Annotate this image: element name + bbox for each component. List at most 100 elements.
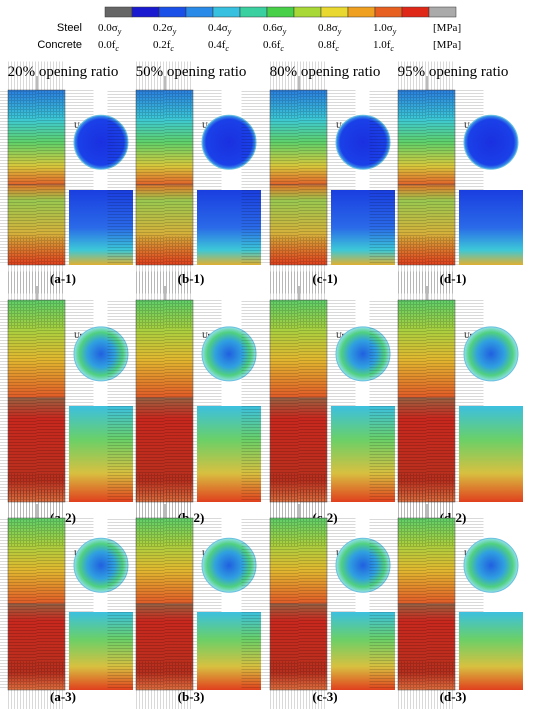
tick-text: 1.0f: [373, 39, 391, 51]
lower-section: [331, 190, 395, 265]
upper-view-section: [463, 326, 519, 382]
lower-section: [331, 406, 395, 502]
colorbar-swatch: [158, 6, 187, 18]
colorbar-swatch: [401, 6, 430, 18]
column-lower: [135, 184, 194, 266]
tick-subscript: c: [170, 44, 174, 53]
legend-tick-label: 0.4fc: [208, 39, 229, 53]
contour-panel: Upper view(d-2): [369, 271, 523, 531]
column-upper: [135, 517, 194, 605]
column-upper: [7, 89, 66, 186]
lower-section: [459, 190, 523, 265]
column-upper: [135, 299, 194, 399]
legend-tick-label: 0.6fc: [263, 39, 284, 53]
contour-panel: Upper view(d-1): [369, 61, 523, 294]
panel-label: (b-3): [178, 689, 205, 704]
colorbar-swatch: [320, 6, 349, 18]
panels: 20% opening ratio 50% opening ratio 80% op…: [0, 61, 523, 709]
mesh-overlay: [107, 489, 222, 709]
tick-subscript: c: [390, 44, 394, 53]
column-lower: [397, 397, 456, 503]
column-lower: [135, 397, 194, 503]
panel-label: (d-3): [440, 689, 467, 704]
upper-view-section: [463, 537, 519, 593]
upper-view-section: [201, 114, 257, 170]
column-upper: [397, 517, 456, 605]
mesh-overlay: [369, 61, 484, 294]
panel-label: (a-1): [50, 271, 76, 286]
colorbar-swatch: [104, 6, 133, 18]
colorbar-swatch: [212, 6, 241, 18]
tick-text: 0.2f: [153, 39, 171, 51]
mesh-overlay: [107, 61, 222, 294]
legend-tick-label: 0.2σy: [153, 22, 177, 36]
colorbar-swatch: [347, 6, 376, 18]
mesh-overlay: [369, 489, 484, 709]
mesh-overlay: [0, 489, 94, 709]
contour-panel: Upper view(b-1): [107, 61, 261, 294]
column-lower: [269, 184, 328, 266]
colorbar-swatch: [185, 6, 214, 18]
column-lower: [269, 397, 328, 503]
column-title: 80% opening ratio: [270, 64, 381, 80]
contour-panel: Upper view(a-1): [0, 61, 133, 294]
column-lower: [269, 603, 328, 691]
tick-text: 0.4f: [208, 39, 226, 51]
column-upper: [269, 89, 328, 186]
legend-unit: [MPa]: [433, 22, 461, 34]
legend-tick-label: 0.6σy: [263, 22, 287, 36]
lower-section: [69, 406, 133, 502]
colorbar-swatch: [266, 6, 295, 18]
upper-view-section: [335, 537, 391, 593]
tick-subscript: y: [282, 27, 287, 36]
column-lower: [7, 397, 66, 503]
upper-view-section: [335, 326, 391, 382]
lower-section: [197, 190, 261, 265]
column-upper: [397, 89, 456, 186]
upper-view-section: [335, 114, 391, 170]
tick-subscript: y: [117, 27, 122, 36]
panel-label: (d-1): [440, 271, 467, 286]
tick-text: 1.0σ: [373, 22, 393, 34]
contour-panel: Upper view(a-3): [0, 489, 133, 709]
legend-tick-label: 0.0σy: [98, 22, 122, 36]
legend-tick-label: 0.2fc: [153, 39, 174, 53]
tick-text: 0.0f: [98, 39, 116, 51]
mesh-overlay: [107, 271, 222, 531]
upper-view-section: [201, 326, 257, 382]
column-title: 50% opening ratio: [136, 64, 247, 80]
colorbar-swatch: [293, 6, 322, 18]
tick-text: 0.6f: [263, 39, 281, 51]
lower-section: [69, 612, 133, 690]
tick-subscript: c: [280, 44, 284, 53]
colorbar-swatch: [131, 6, 160, 18]
tick-subscript: c: [115, 44, 119, 53]
column-title: 20% opening ratio: [8, 64, 119, 80]
upper-view-section: [201, 537, 257, 593]
tick-text: 0.8σ: [318, 22, 338, 34]
column-upper: [7, 299, 66, 399]
panel-label: (b-1): [178, 271, 205, 286]
tick-subscript: c: [225, 44, 229, 53]
lower-section: [459, 612, 523, 690]
tick-subscript: y: [227, 27, 232, 36]
panel-label: (c-3): [312, 689, 337, 704]
upper-view-section: [73, 537, 129, 593]
column-lower: [7, 603, 66, 691]
contour-panel: Upper view(c-1): [241, 61, 395, 294]
mesh-overlay: [0, 271, 94, 531]
column-title: 95% opening ratio: [398, 64, 509, 80]
tick-text: 0.6σ: [263, 22, 283, 34]
column-upper: [397, 299, 456, 399]
lower-section: [69, 190, 133, 265]
tick-text: 0.0σ: [98, 22, 118, 34]
lower-section: [331, 612, 395, 690]
mesh-overlay: [241, 61, 356, 294]
contour-panel: Upper view(b-2): [107, 271, 261, 531]
tick-subscript: y: [172, 27, 177, 36]
column-upper: [7, 517, 66, 605]
upper-view-section: [73, 326, 129, 382]
legend-tick-label: 0.8fc: [318, 39, 339, 53]
column-upper: [269, 299, 328, 399]
